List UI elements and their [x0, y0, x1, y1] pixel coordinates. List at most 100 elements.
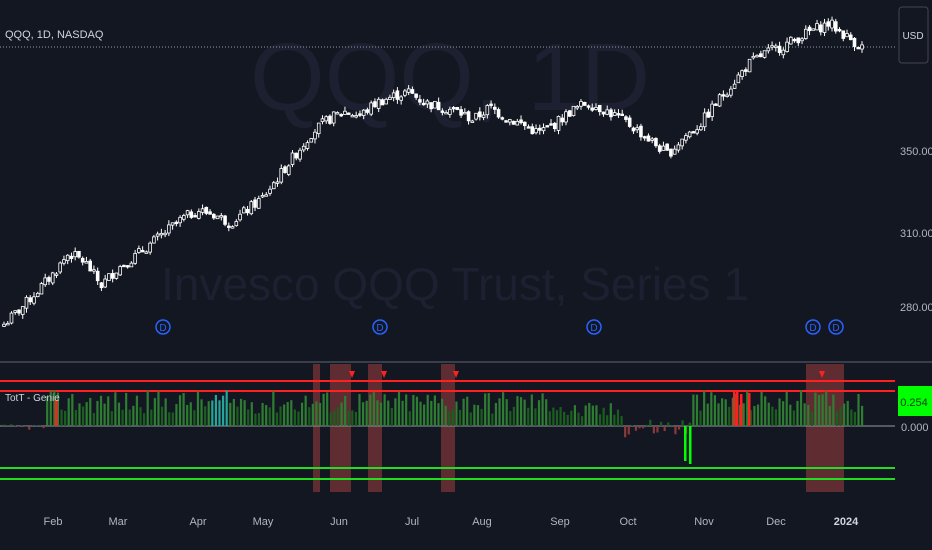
histogram-bar: [703, 390, 706, 426]
candle-body: [841, 30, 846, 39]
histogram-bar: [861, 405, 864, 426]
candle-body: [672, 148, 677, 155]
candle-body: [545, 125, 550, 128]
candle-body: [298, 149, 302, 160]
histogram-bar: [160, 406, 164, 426]
sell-arrow-icon: [381, 371, 387, 378]
candle-body: [47, 277, 51, 282]
candle-body: [241, 207, 246, 214]
histogram-bar: [706, 403, 709, 426]
histogram-bar: [150, 409, 153, 426]
candle-body: [279, 168, 284, 183]
candle-body: [717, 94, 722, 107]
histogram-bar: [789, 404, 792, 426]
histogram-bar: [408, 411, 411, 426]
histogram-bar: [620, 416, 623, 426]
histogram-bar: [372, 392, 375, 426]
histogram-bar: [796, 400, 799, 426]
histogram-bar: [67, 398, 70, 426]
dividend-marker-icon: [155, 319, 171, 335]
candle-body: [197, 211, 201, 219]
candle-body: [575, 106, 580, 109]
histogram-bar: [293, 409, 296, 426]
histogram-bar: [580, 416, 584, 426]
histogram-bar: [573, 405, 577, 426]
histogram-bar: [670, 424, 673, 426]
candle-body: [833, 21, 838, 32]
candle-body: [230, 226, 235, 229]
candle-body: [9, 312, 14, 324]
candle-body: [185, 210, 190, 216]
histogram-bar: [584, 405, 587, 426]
histogram-bar: [74, 410, 77, 426]
indicator-pane[interactable]: [0, 364, 895, 492]
histogram-bar: [835, 411, 839, 426]
histogram-bar: [311, 403, 314, 426]
candle-body: [642, 136, 647, 139]
histogram-bar: [803, 403, 806, 426]
dividend-marker-label: D: [809, 323, 816, 334]
histogram-bar: [810, 411, 813, 426]
histogram-bar: [143, 413, 146, 426]
histogram-bar: [850, 409, 853, 426]
candle-body: [699, 126, 703, 131]
histogram-bar: [473, 404, 476, 426]
candle-body: [444, 112, 448, 115]
dividend-marker-label: D: [590, 323, 597, 334]
histogram-bar: [315, 401, 318, 426]
histogram-bar: [182, 393, 185, 426]
histogram-bar: [250, 402, 253, 426]
candle-body: [249, 201, 254, 215]
histogram-bar: [96, 400, 99, 426]
candle-body: [564, 111, 568, 123]
time-axis[interactable]: Feb Mar Apr May Jun Jul Aug Sep Oct Nov …: [44, 516, 860, 528]
candle-body: [290, 152, 295, 165]
candle-body: [418, 99, 422, 103]
candle-body: [789, 36, 793, 45]
candle-body: [425, 100, 430, 105]
indicator-legend[interactable]: TotT - Genie: [5, 393, 60, 404]
candle-body: [519, 119, 523, 124]
indicator-value-badge: [898, 386, 932, 416]
histogram-bar: [200, 399, 203, 426]
histogram-bar: [265, 404, 268, 426]
histogram-bar: [107, 396, 110, 426]
histogram-bar: [329, 412, 332, 426]
candle-body: [13, 310, 18, 313]
histogram-bar: [487, 393, 490, 426]
histogram-bar: [387, 400, 390, 426]
candle-body: [759, 53, 763, 58]
candle-body: [639, 125, 643, 138]
symbol-legend[interactable]: QQQ, 1D, NASDAQ: [5, 29, 104, 41]
histogram-bar: [555, 410, 559, 426]
histogram-bar: [17, 426, 20, 427]
candle-body: [560, 117, 565, 123]
candle-body: [301, 145, 306, 151]
candle-body: [459, 109, 463, 116]
histogram-bar: [771, 406, 774, 426]
histogram-bar: [171, 412, 174, 426]
candle-body: [253, 199, 257, 208]
price-pane[interactable]: [2, 16, 864, 327]
candle-body: [744, 69, 748, 72]
candle-body: [376, 98, 381, 109]
histogram-bar: [814, 392, 817, 426]
histogram-bar: [480, 408, 483, 426]
histogram-bar: [376, 400, 379, 426]
watermark-name: Invesco QQQ Trust, Series 1: [161, 258, 749, 310]
currency-button[interactable]: [898, 6, 929, 64]
month-aug: Aug: [472, 516, 492, 528]
histogram-bar: [286, 401, 289, 426]
histogram-bar: [588, 402, 591, 426]
histogram-bar: [175, 403, 178, 426]
histogram-bar: [290, 400, 293, 426]
candle-body: [283, 166, 287, 173]
histogram-bar: [153, 398, 156, 426]
candle-body: [361, 109, 366, 116]
histogram-bar: [728, 406, 731, 426]
histogram-bar: [110, 411, 113, 426]
candle-body: [388, 96, 392, 100]
histogram-bar: [466, 396, 469, 426]
